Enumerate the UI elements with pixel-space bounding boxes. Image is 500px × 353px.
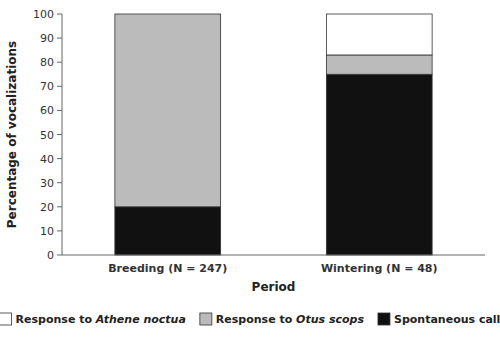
y-tick-label: 50: [40, 129, 54, 142]
y-tick-label: 0: [47, 249, 54, 262]
chart-svg: 0 10 20 30 40 50 60 70 80 90 100 Breeding (N = 247)…: [0, 0, 500, 353]
y-tick-label: 80: [40, 56, 54, 69]
bar-segment: [326, 74, 432, 255]
legend-label-part: Athene noctua: [95, 313, 186, 326]
y-tick-label: 70: [40, 80, 54, 93]
x-axis-label: Period: [252, 280, 296, 294]
y-tick-label: 40: [40, 153, 54, 166]
y-tick: [57, 255, 62, 256]
legend-swatch: [378, 313, 390, 325]
y-tick: [57, 62, 62, 63]
legend-label: Response to Athene noctua: [16, 313, 186, 326]
legend-label: Spontaneous call: [394, 313, 500, 326]
y-axis-line: [62, 14, 63, 255]
legend-item: Spontaneous call: [378, 313, 500, 326]
legend-swatch: [0, 313, 12, 325]
bar-segment: [115, 14, 221, 207]
y-tick-label: 10: [40, 225, 54, 238]
y-tick-label: 20: [40, 201, 54, 214]
y-tick: [57, 110, 62, 111]
y-axis-label: Percentage of vocalizations: [5, 41, 19, 228]
bar-segment: [115, 14, 221, 15]
y-tick: [57, 14, 62, 15]
x-tick-label: Breeding (N = 247): [108, 262, 227, 275]
x-axis-line: [62, 255, 485, 256]
y-tick: [57, 182, 62, 183]
legend-label-part: Otus scops: [296, 313, 364, 326]
chart-container: 0 10 20 30 40 50 60 70 80 90 100 Breeding (N = 247)…: [0, 0, 500, 353]
y-tick: [57, 206, 62, 207]
x-tick-label: Wintering (N = 48): [321, 262, 438, 275]
y-tick: [57, 158, 62, 159]
bar-segment: [326, 14, 432, 55]
y-tick: [57, 134, 62, 135]
y-tick-label: 100: [33, 8, 54, 21]
legend-label-part: Response to: [16, 313, 96, 326]
y-tick: [57, 38, 62, 39]
y-tick-label: 30: [40, 177, 54, 190]
bar-segment: [115, 207, 221, 255]
legend-item: Response to Otus scops: [200, 313, 365, 326]
y-tick-label: 60: [40, 104, 54, 117]
bar-segment: [326, 55, 432, 74]
legend-swatch: [200, 313, 212, 325]
y-tick: [57, 230, 62, 231]
legend-item: Response to Athene noctua: [0, 313, 186, 326]
legend-label-part: Response to: [216, 313, 296, 326]
y-tick: [57, 86, 62, 87]
legend-label: Response to Otus scops: [216, 313, 365, 326]
y-tick-label: 90: [40, 32, 54, 45]
legend: Response to Athene noctuaResponse to Otu…: [0, 313, 500, 326]
